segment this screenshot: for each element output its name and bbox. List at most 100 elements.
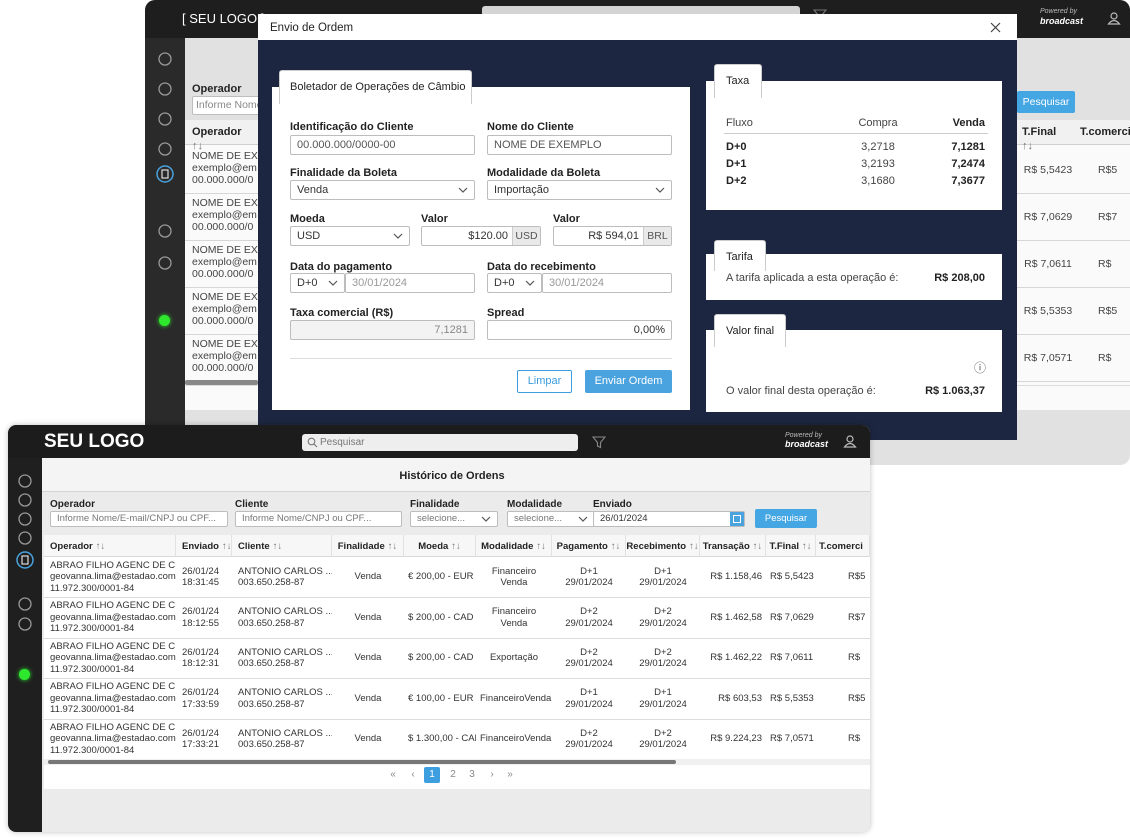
- filter-input[interactable]: Informe Nome/CNPJ ou CPF...: [235, 511, 402, 527]
- page-button[interactable]: 1: [424, 767, 440, 783]
- filter-label: Enviado: [593, 499, 632, 510]
- sidebar-icon-shape: [158, 224, 172, 238]
- sidebar-icon[interactable]: [156, 165, 174, 183]
- cell-line: geovanna.lima@estadao.com: [50, 571, 176, 583]
- user-icon-shape: [1107, 19, 1121, 25]
- filter-icon[interactable]: [592, 435, 606, 449]
- sidebar-icon-shape: [158, 82, 172, 96]
- cell-line: 11.972.300/0001-84: [50, 582, 135, 594]
- page-button[interactable]: 2: [450, 769, 456, 780]
- close-button-shape: [990, 22, 1001, 33]
- payment-date-input[interactable]: 30/01/2024: [345, 273, 475, 293]
- calendar-button[interactable]: [730, 512, 744, 526]
- sidebar-icon-shape: [18, 617, 32, 631]
- sidebar-icon-shape: [158, 52, 172, 66]
- close-button-shape: [990, 22, 1001, 33]
- page-button[interactable]: ‹: [411, 769, 415, 780]
- search-button[interactable]: Pesquisar: [755, 509, 817, 528]
- submit-button[interactable]: Enviar Ordem: [585, 370, 672, 393]
- chevron-shape: [578, 516, 588, 522]
- table-cell: Venda: [332, 719, 404, 759]
- scrollbar: [185, 380, 258, 385]
- field-label: Valor: [553, 213, 580, 225]
- cell-line: D+1: [580, 687, 598, 698]
- amount-foreign-input[interactable]: $120.00 USD: [421, 226, 541, 246]
- amount-brl-input[interactable]: R$ 594,01 BRL: [553, 226, 672, 246]
- purpose-select[interactable]: Venda: [290, 180, 475, 200]
- cell-line: 26/01/24: [182, 606, 219, 617]
- sidebar-icon-shape: [158, 82, 172, 96]
- sort-icon: ↑↓: [802, 540, 812, 552]
- table-cell: Venda: [332, 557, 404, 597]
- filter-input[interactable]: Informe Nome: [192, 96, 272, 115]
- user-icon[interactable]: [1107, 11, 1121, 25]
- sidebar-icon[interactable]: [156, 140, 174, 158]
- cell-line: ABRAO FILHO AGENC DE C...: [50, 681, 176, 693]
- table-cell: $ 1.300,00 - CAD: [404, 719, 476, 759]
- cell-line: Venda: [354, 652, 382, 664]
- payment-term-select[interactable]: D+0: [290, 273, 345, 293]
- sidebar-icon[interactable]: [156, 110, 174, 128]
- search-icon: [307, 437, 318, 448]
- fee-value: R$ 208,00: [934, 272, 985, 284]
- sidebar-icon[interactable]: [16, 491, 34, 509]
- modality-select[interactable]: Importação: [487, 180, 672, 200]
- search-icon-shape: [307, 437, 316, 446]
- filter-input[interactable]: selecione...: [410, 511, 498, 527]
- column-header: T.Final ↑↓: [1022, 125, 1059, 153]
- table-cell: R$ 9.224,23: [700, 719, 766, 759]
- close-button[interactable]: [990, 22, 1001, 33]
- page-button[interactable]: ›: [490, 769, 494, 780]
- sidebar-icon[interactable]: [156, 50, 174, 68]
- sidebar-icon[interactable]: [16, 551, 34, 569]
- sidebar-icon[interactable]: [16, 472, 34, 490]
- search-box[interactable]: [302, 434, 578, 451]
- date-input[interactable]: 26/01/2024: [593, 511, 745, 527]
- page-button[interactable]: «: [390, 769, 396, 780]
- search-button[interactable]: Pesquisar: [1017, 91, 1075, 113]
- header-cell: Operador ↑↓: [44, 535, 176, 557]
- commercial-rate-input[interactable]: 7,1281: [290, 320, 475, 340]
- sidebar-icon[interactable]: [16, 529, 34, 547]
- sidebar-icon[interactable]: [156, 222, 174, 240]
- cell-line: 26/01/24: [182, 565, 219, 577]
- filter-input[interactable]: Informe Nome/E-mail/CNPJ ou CPF...: [50, 511, 228, 527]
- cell-line: Financeiro: [491, 606, 537, 617]
- cell-line: D+2: [580, 646, 598, 658]
- currency-select[interactable]: USD: [290, 226, 410, 246]
- rate-header: Fluxo: [726, 117, 753, 129]
- receipt-term-select[interactable]: D+0: [487, 273, 542, 293]
- sidebar-icon-shape: [18, 493, 32, 507]
- client-id-input[interactable]: 00.000.000/0000-00: [290, 135, 475, 155]
- row-divider: [44, 637, 870, 639]
- cell-line: ANTONIO CARLOS ...: [238, 606, 332, 617]
- cell-line: € 200,00 - EUR: [408, 571, 474, 583]
- receipt-date-input[interactable]: 30/01/2024: [542, 273, 672, 293]
- modal-title: Envio de Ordem: [270, 22, 354, 34]
- cell-line: R$ 9.224,23: [710, 733, 762, 745]
- column-name: Transação: [702, 540, 750, 552]
- sidebar-icon[interactable]: [16, 615, 34, 633]
- sidebar-icon[interactable]: [16, 510, 34, 528]
- brand: broadcast: [1040, 16, 1084, 26]
- cell-line: geovanna.lima@estadao.com: [50, 652, 176, 664]
- filter-input[interactable]: selecione...: [507, 511, 595, 527]
- t-comercial: R$5: [1098, 164, 1118, 176]
- sidebar: [8, 458, 42, 832]
- page-button[interactable]: »: [507, 769, 513, 780]
- user-icon[interactable]: [843, 434, 857, 448]
- sidebar-icon[interactable]: [156, 80, 174, 98]
- page-button[interactable]: 3: [469, 769, 475, 780]
- clear-button[interactable]: Limpar: [517, 370, 572, 393]
- sidebar-icon[interactable]: [16, 595, 34, 613]
- cell-line: D+2: [654, 727, 672, 739]
- search-placeholder: Pesquisar: [320, 437, 365, 448]
- table-cell: $ 200,00 - CAD: [404, 638, 476, 678]
- client-name-input[interactable]: NOME DE EXEMPLO: [487, 135, 672, 155]
- field-label: Modalidade da Boleta: [487, 167, 601, 179]
- spread-input[interactable]: 0,00%: [487, 320, 672, 340]
- sidebar-icon[interactable]: [156, 254, 174, 272]
- cell-line: R$5: [848, 571, 866, 583]
- table-cell: D+1 29/01/2024: [552, 679, 626, 719]
- cell-line: 003.650.258-87: [238, 658, 305, 669]
